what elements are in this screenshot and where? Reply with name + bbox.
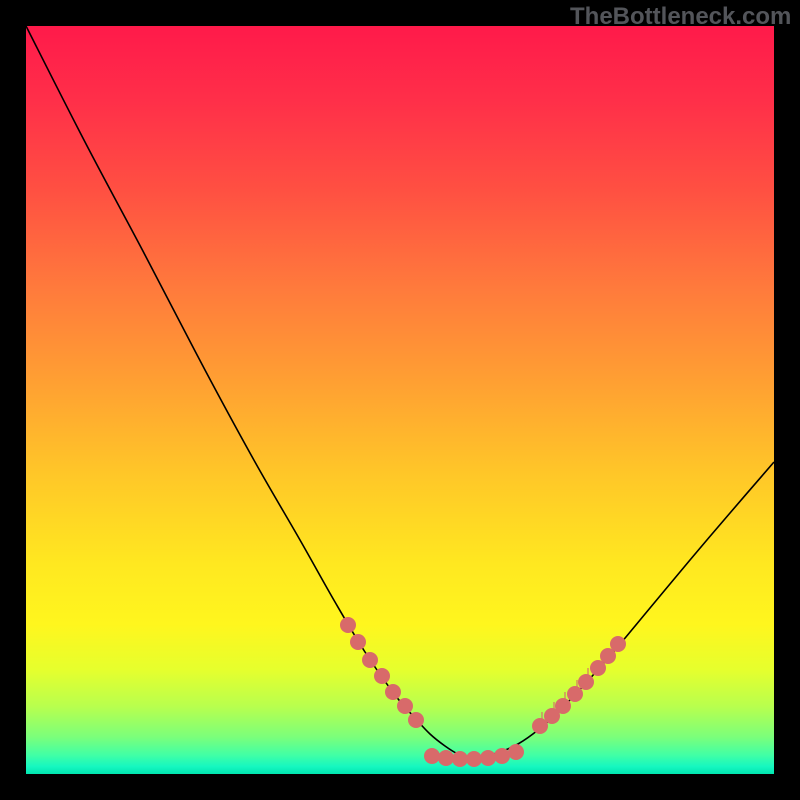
marker-dot-right xyxy=(578,674,594,690)
marker-dot-right xyxy=(610,636,626,652)
marker-dot-bottom xyxy=(438,750,454,766)
marker-dot-bottom xyxy=(508,744,524,760)
marker-dot-bottom xyxy=(480,750,496,766)
marker-dot-left xyxy=(340,617,356,633)
marker-dot-bottom xyxy=(424,748,440,764)
marker-dot-bottom xyxy=(494,748,510,764)
chart-svg xyxy=(0,0,800,800)
marker-dot-bottom xyxy=(452,751,468,767)
marker-dot-left xyxy=(397,698,413,714)
marker-dot-right xyxy=(567,686,583,702)
marker-dot-left xyxy=(350,634,366,650)
marker-dot-left xyxy=(374,668,390,684)
bottleneck-curve xyxy=(26,26,774,757)
watermark-text: TheBottleneck.com xyxy=(570,3,791,31)
marker-dot-left xyxy=(385,684,401,700)
marker-dot-bottom xyxy=(466,751,482,767)
marker-dot-left xyxy=(362,652,378,668)
marker-dot-left xyxy=(408,712,424,728)
marker-dot-right xyxy=(555,698,571,714)
